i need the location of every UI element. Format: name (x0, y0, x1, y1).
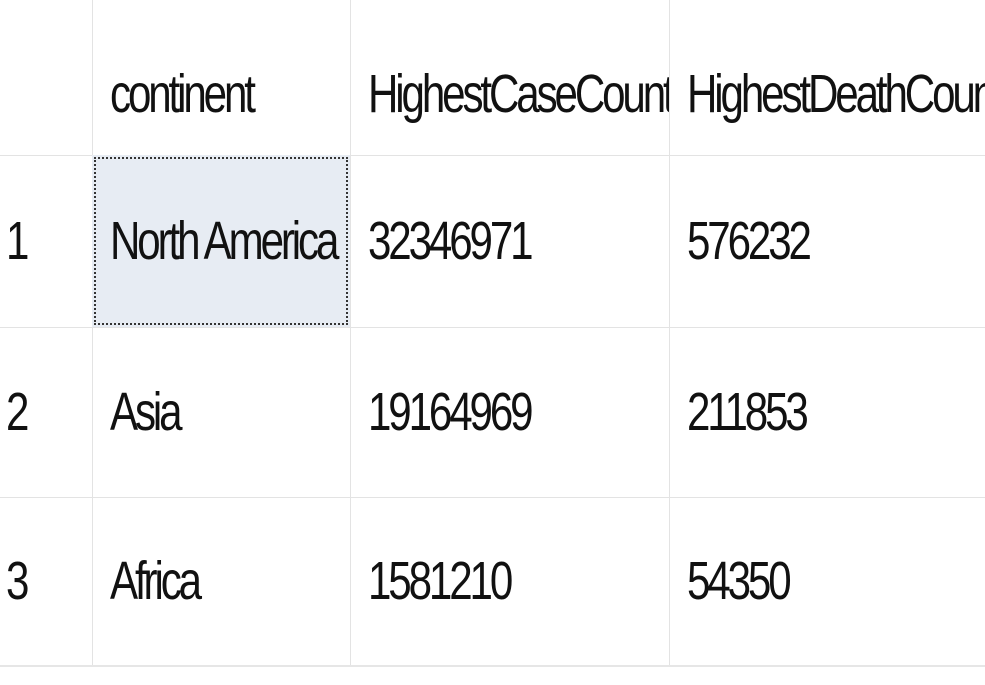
grid-divider (0, 497, 985, 498)
highest-case-count-cell[interactable]: 19164969 (368, 382, 534, 442)
row-number-cell[interactable]: 2 (6, 382, 29, 442)
grid-divider (350, 0, 351, 665)
continent-cell-selected[interactable]: North America (92, 155, 350, 327)
grid-bottom-border (0, 665, 985, 667)
highest-case-count-cell[interactable]: 32346971 (368, 211, 534, 271)
grid-divider (0, 327, 985, 328)
highest-death-count-cell[interactable]: 576232 (687, 211, 812, 271)
table-row[interactable]: 2 Asia 19164969 211853 (0, 327, 985, 497)
table-row[interactable]: 3 Africa 1581210 54350 (0, 497, 985, 665)
highest-case-count-cell[interactable]: 1581210 (368, 551, 513, 611)
header-row: continent HighestCaseCount HighestDeathC… (0, 0, 985, 155)
grid-divider (92, 0, 93, 665)
column-header-highest-case-count[interactable]: HighestCaseCount (368, 64, 669, 124)
continent-cell[interactable]: Asia (110, 382, 183, 442)
grid-divider (0, 155, 985, 156)
table-row[interactable]: 1 North America 32346971 576232 (0, 155, 985, 327)
grid-divider (669, 0, 670, 665)
column-header-continent[interactable]: continent (110, 64, 256, 124)
row-number-cell[interactable]: 3 (6, 551, 29, 611)
continent-cell[interactable]: Africa (110, 551, 202, 611)
highest-death-count-cell[interactable]: 54350 (687, 551, 792, 611)
row-number-cell[interactable]: 1 (6, 211, 29, 271)
row-number-header[interactable] (0, 0, 92, 155)
column-header-highest-death-count[interactable]: HighestDeathCount (687, 64, 985, 124)
highest-death-count-cell[interactable]: 211853 (687, 382, 809, 442)
